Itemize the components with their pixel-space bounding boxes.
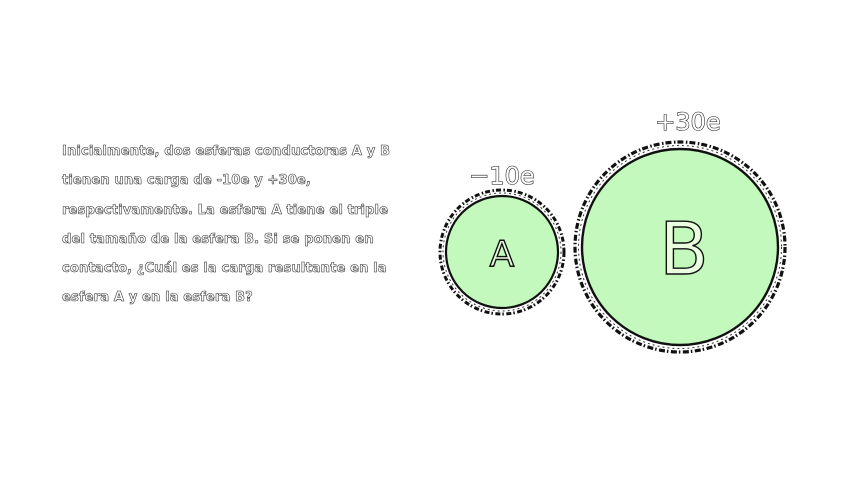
sphere-a-outer-ring	[438, 188, 566, 316]
sphere-a: A	[438, 188, 566, 316]
sphere-b: B	[573, 140, 787, 354]
sphere-b-outer-ring	[573, 140, 787, 354]
sphere-a-body	[444, 194, 560, 310]
sphere-a-charge-label: −10e	[469, 162, 534, 190]
sphere-a-letter: A	[490, 234, 515, 275]
sphere-a-rim	[442, 192, 562, 312]
sphere-b-charge-label: +30e	[655, 108, 720, 136]
sphere-b-rim	[578, 145, 782, 349]
sphere-b-letter: B	[659, 207, 708, 291]
sphere-b-body	[580, 147, 780, 347]
problem-statement: Inicialmente, dos esferas conductoras A …	[62, 144, 391, 306]
